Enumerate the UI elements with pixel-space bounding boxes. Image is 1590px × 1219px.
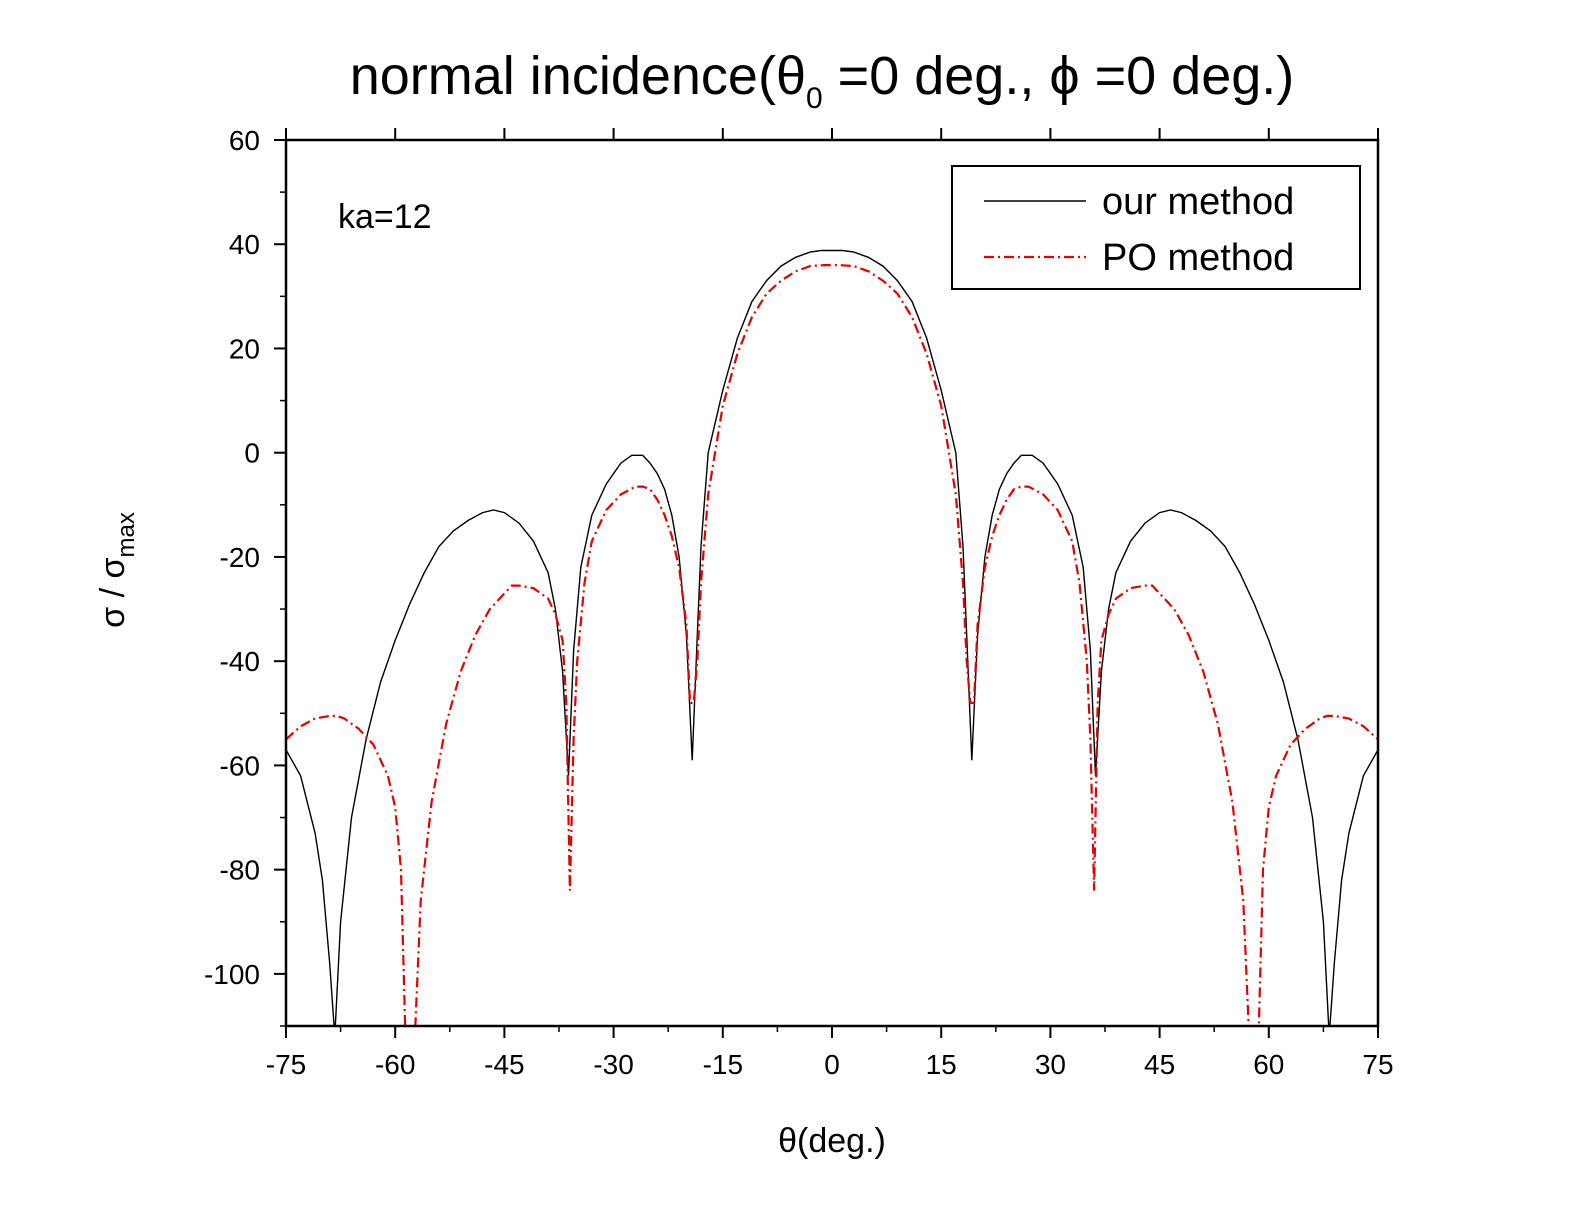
legend-label-our-method: our method [1102,181,1294,223]
y-tick-label: -20 [220,542,260,573]
y-tick-label: 0 [244,438,260,469]
x-tick-label: -45 [484,1049,524,1080]
legend-box [951,165,1361,290]
x-tick-label: -30 [593,1049,633,1080]
y-axis-title-sub: max [113,512,140,557]
y-tick-label: 60 [229,125,260,156]
axis-ticks: -75 -60 -45 -30 -15 0 15 30 45 60 75 -100 -80 -60 -40 -… [204,125,1394,1080]
x-tick-label: 75 [1362,1049,1393,1080]
x-tick-label: 45 [1144,1049,1175,1080]
title-theta: θ [776,46,806,106]
x-tick-label: -60 [375,1049,415,1080]
annotation-ka: ka=12 [338,198,432,236]
title-phi: ϕ [1049,46,1079,106]
x-tick-label: 0 [824,1049,840,1080]
x-axis-title: θ(deg.) [778,1122,886,1160]
chart-title: normal incidence(θ0 =0 deg., ϕ =0 deg.) [350,46,1295,115]
plot-frame [284,138,1380,1028]
x-tick-label: 30 [1035,1049,1066,1080]
series-line-our-method [286,249,1378,1026]
y-tick-label: -40 [220,646,260,677]
y-axis-title: σ / σmax [94,512,140,628]
title-theta-sub: 0 [806,82,823,115]
y-tick-label: -60 [220,750,260,781]
x-tick-label: -75 [266,1049,306,1080]
legend-label-po-method: PO method [1102,237,1294,279]
y-tick-label: 20 [229,333,260,364]
x-tick-label: 15 [926,1049,957,1080]
series-line-po-method [286,264,1378,1026]
y-axis-title-main: σ / σ [94,558,132,628]
y-tick-label: -100 [204,959,260,990]
legend: our method PO method [951,165,1361,290]
title-suffix: =0 deg.) [1080,46,1295,106]
title-prefix: normal incidence( [350,46,776,106]
y-tick-label: -80 [220,855,260,886]
y-tick-label: 40 [229,229,260,260]
x-tick-label: -15 [703,1049,743,1080]
x-tick-label: 60 [1253,1049,1284,1080]
title-middle: =0 deg., [823,46,1050,106]
